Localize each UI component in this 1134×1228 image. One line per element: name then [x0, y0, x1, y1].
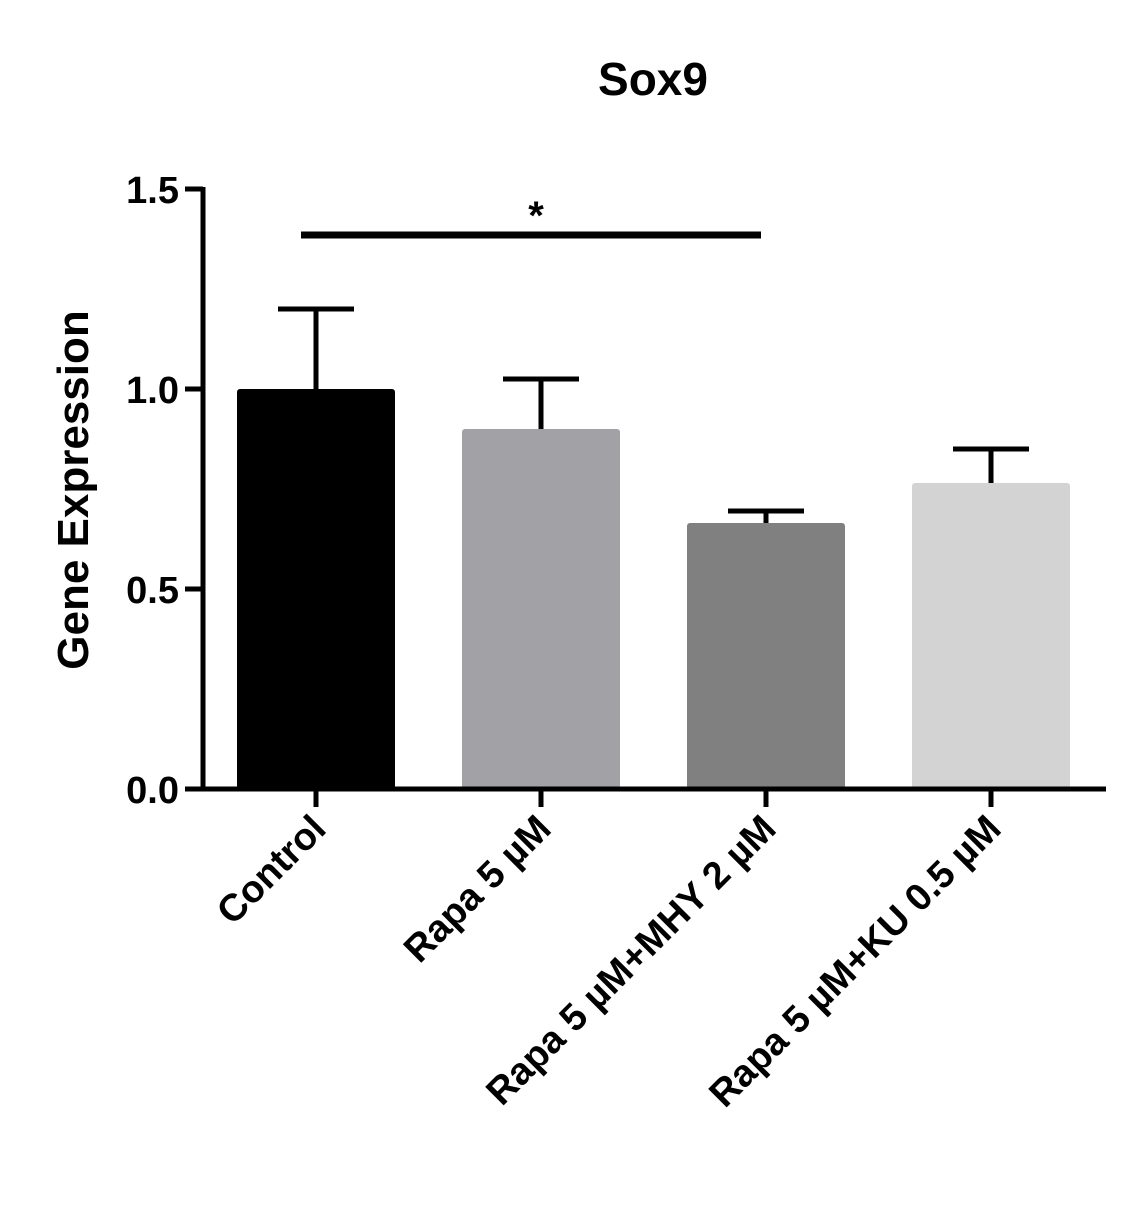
x-tick-label: Rapa 5 µM	[396, 808, 559, 971]
x-tick-label: Control	[209, 808, 334, 933]
significance-label: *	[528, 194, 544, 238]
chart-title: Sox9	[598, 53, 708, 105]
y-tick-label: 1.0	[126, 370, 179, 412]
bar	[912, 483, 1070, 789]
y-tick-label: 0.0	[126, 770, 179, 812]
y-axis-label: Gene Expression	[49, 310, 98, 669]
y-tick-label: 1.5	[126, 170, 179, 212]
bar	[687, 523, 845, 789]
bar	[237, 389, 395, 789]
bar	[462, 429, 620, 789]
y-tick-label: 0.5	[126, 570, 179, 612]
